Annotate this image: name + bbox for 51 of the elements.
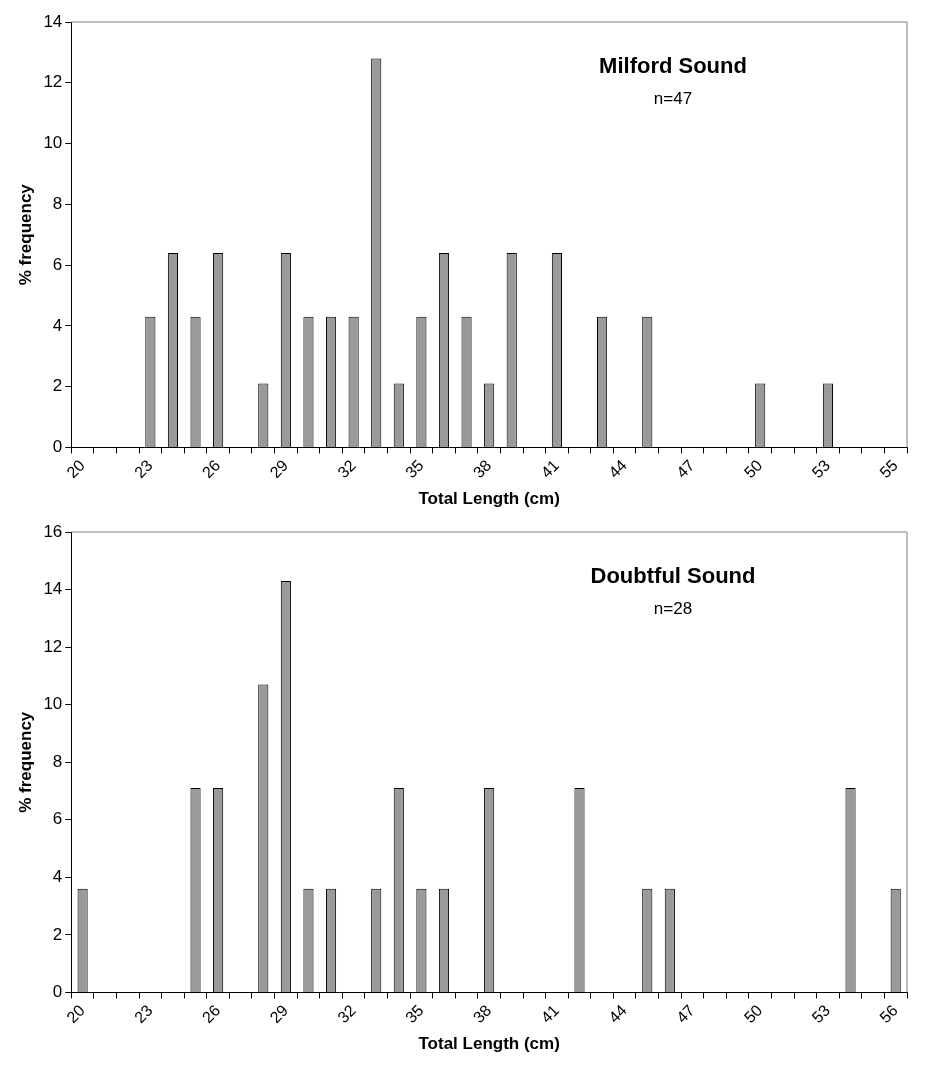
y-tick-label: 14 <box>43 579 63 599</box>
x-tick-label: 41 <box>537 456 563 482</box>
x-tick-label: 20 <box>63 1001 88 1027</box>
x-tick-label: 29 <box>266 1001 292 1027</box>
y-axis-title: % frequency <box>15 183 35 286</box>
x-axis-title: Total Length (cm) <box>418 489 560 509</box>
text: Doubtful Sound <box>590 563 756 589</box>
x-tick-label: 41 <box>537 1001 563 1027</box>
x-axis-title: Total Length (cm) <box>418 1034 560 1054</box>
text: Milford Sound <box>599 53 747 79</box>
x-tick-label: 55 <box>876 456 902 482</box>
text: n=28 <box>653 598 693 618</box>
y-tick-label: 4 <box>52 867 63 887</box>
y-tick-label: 4 <box>52 315 63 335</box>
y-tick-label: 0 <box>52 982 63 1002</box>
x-tick-label: 50 <box>740 1001 766 1027</box>
y-tick-label: 12 <box>43 636 63 656</box>
y-tick-label: 6 <box>52 254 63 274</box>
x-tick-label: 38 <box>469 456 495 482</box>
y-tick-label: 0 <box>52 437 63 457</box>
text: n=47 <box>653 88 693 108</box>
x-tick-label: 26 <box>198 1001 224 1027</box>
y-tick-label: 8 <box>52 194 63 214</box>
x-tick-label: 32 <box>334 1001 359 1027</box>
x-tick-label: 23 <box>130 1001 156 1027</box>
x-tick-label: 38 <box>469 1001 495 1027</box>
y-tick-label: 8 <box>52 751 63 771</box>
x-tick-label: 53 <box>808 456 834 482</box>
x-tick-label: 26 <box>198 456 224 482</box>
x-tick-label: 56 <box>876 1001 902 1027</box>
y-tick-label: 16 <box>43 521 63 541</box>
x-tick-label: 47 <box>673 456 698 482</box>
x-tick-label: 20 <box>63 456 88 482</box>
x-tick-label: 44 <box>605 456 630 482</box>
y-tick-label: 14 <box>43 11 63 31</box>
y-axis-title: % frequency <box>15 711 35 813</box>
x-tick-label: 29 <box>266 456 292 482</box>
y-tick-label: 2 <box>52 376 63 396</box>
x-tick-label: 32 <box>334 456 359 482</box>
x-tick-label: 47 <box>673 1001 698 1027</box>
x-tick-label: 44 <box>605 1001 630 1027</box>
y-tick-label: 12 <box>43 72 63 92</box>
x-tick-label: 35 <box>402 1001 427 1027</box>
y-tick-label: 6 <box>52 809 63 829</box>
x-tick-label: 50 <box>740 456 766 482</box>
x-tick-label: 53 <box>808 1001 834 1027</box>
x-tick-label: 35 <box>402 456 427 482</box>
y-tick-label: 2 <box>52 924 63 944</box>
y-tick-label: 10 <box>43 133 63 153</box>
y-tick-label: 10 <box>43 694 63 714</box>
x-tick-label: 23 <box>130 456 156 482</box>
